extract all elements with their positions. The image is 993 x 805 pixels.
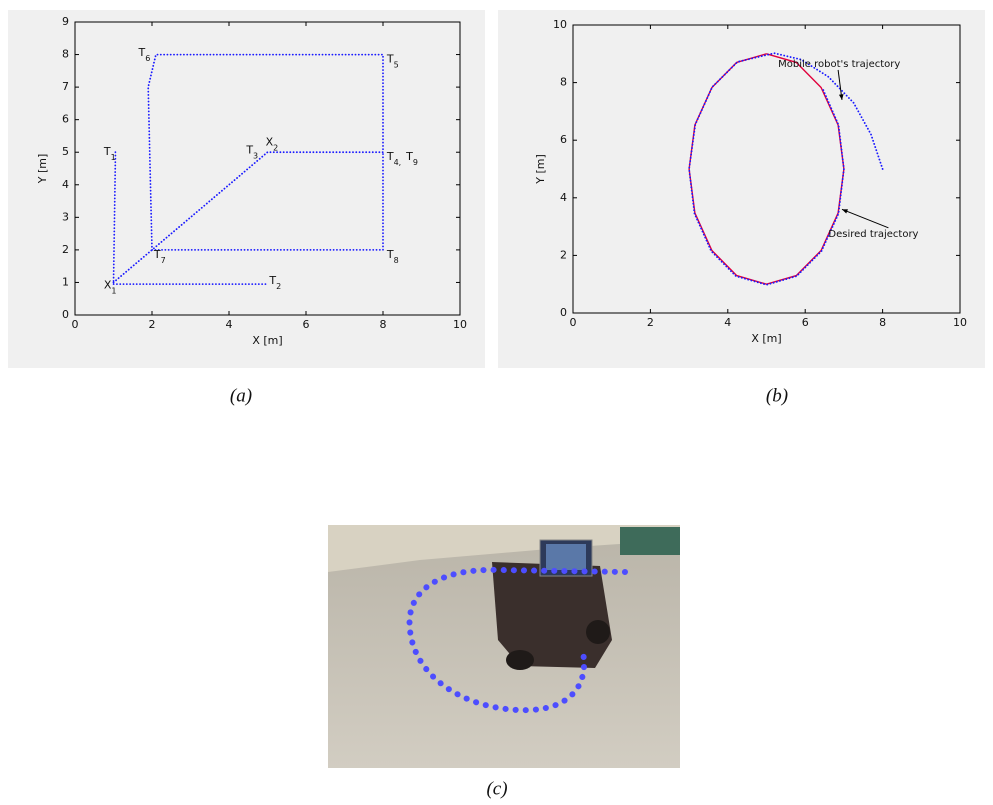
laptop-screen	[546, 544, 586, 570]
annotation-subscript: 2	[276, 281, 281, 290]
arrow-head	[841, 209, 848, 214]
annotation-subscript: 8	[394, 255, 399, 264]
x-axis-label: X [m]	[751, 332, 781, 345]
trajectory-overlay	[406, 566, 628, 714]
annotation-text: X	[266, 135, 274, 148]
annotation: Desired trajectory	[828, 229, 918, 240]
annotation-text: T	[405, 150, 413, 163]
y-tick-label: 5	[62, 145, 69, 158]
y-tick-label: 4	[62, 178, 69, 191]
annotation: X2	[266, 135, 279, 152]
equipment	[620, 527, 680, 555]
x-tick-label: 4	[226, 318, 233, 331]
x-tick-label: 8	[380, 318, 387, 331]
annotation-arrow	[841, 208, 889, 229]
y-tick-label: 2	[560, 248, 567, 261]
trajectory	[688, 52, 884, 286]
annotation-text: T	[386, 248, 394, 261]
annotation-subscript: 9	[413, 158, 418, 167]
plot-area	[572, 24, 961, 314]
robot	[492, 562, 612, 668]
x-tick-label: 10	[953, 316, 967, 329]
annotation-subscript: 5	[394, 60, 399, 69]
annotation-subscript: 4,	[394, 158, 402, 167]
x-tick-label: 2	[647, 316, 654, 329]
photo	[328, 525, 680, 768]
x-axis-label: X [m]	[252, 334, 282, 347]
wall	[328, 525, 680, 572]
y-axis-label: Y [m]	[36, 154, 49, 185]
annotation-subscript: 6	[145, 53, 150, 62]
annotation: T3	[245, 144, 258, 161]
annotation-text: Desired trajectory	[828, 229, 918, 240]
annotation-text: T	[386, 150, 394, 163]
annotation-text: T	[103, 145, 111, 158]
annotation: T7	[153, 248, 166, 265]
caption: (b)	[766, 385, 788, 406]
y-tick-label: 3	[62, 210, 69, 223]
annotation: T6	[138, 46, 151, 63]
y-tick-label: 1	[62, 275, 69, 288]
caption: (c)	[486, 778, 507, 799]
annotation: T9	[405, 150, 418, 167]
annotation-subscript: 3	[253, 151, 258, 160]
x-tick-label: 6	[303, 318, 310, 331]
annotation: T5	[386, 52, 399, 69]
annotation: T2	[268, 274, 281, 291]
x-tick-label: 6	[802, 316, 809, 329]
annotation-text: T	[138, 46, 146, 59]
annotation: T4,	[386, 150, 401, 167]
y-tick-label: 0	[62, 308, 69, 321]
y-tick-label: 10	[553, 18, 567, 31]
y-tick-label: 6	[62, 113, 69, 126]
annotation: X1	[104, 279, 117, 296]
x-tick-label: 8	[879, 316, 886, 329]
wheel	[506, 650, 534, 670]
x-tick-label: 0	[72, 318, 79, 331]
annotation: Mobile robot's trajectory	[778, 59, 900, 70]
annotation-subscript: 1	[111, 286, 116, 295]
x-tick-label: 2	[149, 318, 156, 331]
y-axis-label: Y [m]	[534, 154, 547, 185]
annotation-text: X	[104, 279, 112, 292]
annotation-subscript: 1	[111, 153, 116, 162]
annotation-text: T	[386, 52, 394, 65]
annotation-text: T	[153, 248, 161, 261]
annotation-text: T	[245, 144, 253, 157]
caption: (a)	[230, 385, 252, 406]
y-tick-label: 4	[560, 191, 567, 204]
annotation: T8	[386, 248, 399, 265]
annotation-text: Mobile robot's trajectory	[778, 59, 900, 70]
arrow-head	[838, 94, 844, 100]
annotation-text: T	[268, 274, 276, 287]
x-tick-label: 10	[453, 318, 467, 331]
x-tick-label: 4	[724, 316, 731, 329]
y-tick-label: 7	[62, 80, 69, 93]
y-tick-label: 8	[62, 48, 69, 61]
y-tick-label: 2	[62, 243, 69, 256]
trajectory	[112, 53, 384, 285]
wheel	[586, 620, 610, 644]
plot-area	[74, 21, 461, 316]
y-tick-label: 9	[62, 15, 69, 28]
y-tick-label: 8	[560, 76, 567, 89]
annotation-subscript: 2	[273, 143, 278, 152]
x-tick-label: 0	[570, 316, 577, 329]
annotation-subscript: 7	[161, 255, 166, 264]
y-tick-label: 6	[560, 133, 567, 146]
y-tick-label: 0	[560, 306, 567, 319]
annotation: T1	[103, 145, 116, 162]
